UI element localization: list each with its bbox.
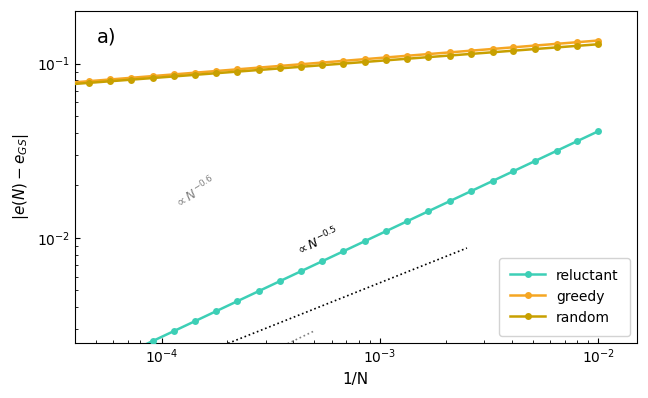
random	[64, 82, 72, 87]
reluctant	[43, 388, 51, 393]
random	[276, 66, 284, 71]
X-axis label: 1/N: 1/N	[343, 372, 369, 387]
random	[318, 63, 326, 68]
Text: $\propto N^{-0.5}$: $\propto N^{-0.5}$	[293, 224, 342, 260]
greedy	[255, 65, 262, 70]
greedy	[553, 41, 561, 46]
greedy	[86, 79, 93, 84]
random	[382, 58, 390, 63]
random	[531, 47, 539, 51]
greedy	[170, 72, 178, 77]
reluctant	[276, 279, 284, 283]
random	[340, 61, 347, 66]
random	[255, 68, 262, 72]
reluctant	[64, 378, 72, 383]
reluctant	[509, 169, 517, 174]
greedy	[276, 64, 284, 68]
greedy	[22, 84, 30, 89]
reluctant	[233, 299, 241, 304]
random	[1, 87, 8, 92]
greedy	[467, 48, 474, 53]
random	[86, 80, 93, 85]
reluctant	[595, 129, 603, 134]
reluctant	[553, 148, 561, 153]
Legend: reluctant, greedy, random: reluctant, greedy, random	[499, 258, 630, 336]
reluctant	[128, 349, 135, 353]
random	[595, 42, 603, 47]
reluctant	[149, 339, 157, 343]
reluctant	[170, 329, 178, 334]
reluctant	[467, 189, 474, 194]
greedy	[509, 45, 517, 50]
Text: a): a)	[97, 28, 117, 47]
reluctant	[446, 199, 454, 204]
reluctant	[340, 249, 347, 254]
greedy	[233, 67, 241, 72]
random	[128, 77, 135, 82]
random	[297, 64, 305, 69]
greedy	[531, 43, 539, 48]
greedy	[297, 62, 305, 66]
greedy	[595, 38, 603, 43]
greedy	[191, 70, 199, 75]
greedy	[340, 59, 347, 63]
greedy	[213, 68, 220, 73]
random	[553, 45, 561, 50]
random	[22, 85, 30, 90]
random	[509, 48, 517, 53]
greedy	[424, 52, 432, 57]
reluctant	[86, 369, 93, 373]
random	[106, 79, 114, 84]
random	[573, 43, 581, 48]
greedy	[64, 80, 72, 85]
greedy	[404, 53, 411, 58]
greedy	[361, 57, 369, 62]
reluctant	[404, 219, 411, 224]
random	[404, 57, 411, 61]
greedy	[382, 55, 390, 60]
reluctant	[361, 239, 369, 244]
reluctant	[489, 179, 496, 183]
Text: $\propto N^{-0.6}$: $\propto N^{-0.6}$	[170, 173, 219, 213]
greedy	[1, 86, 8, 90]
reluctant	[424, 209, 432, 214]
Line: random: random	[1, 41, 602, 93]
greedy	[489, 47, 496, 51]
greedy	[43, 82, 51, 87]
greedy	[573, 40, 581, 45]
random	[191, 72, 199, 77]
greedy	[106, 77, 114, 82]
random	[149, 76, 157, 80]
Line: reluctant: reluctant	[1, 128, 602, 398]
greedy	[149, 74, 157, 78]
random	[361, 60, 369, 64]
reluctant	[297, 269, 305, 273]
reluctant	[382, 229, 390, 234]
random	[213, 71, 220, 76]
Y-axis label: $|e(N) - e_{GS}|$: $|e(N) - e_{GS}|$	[11, 134, 31, 220]
random	[446, 53, 454, 58]
Line: greedy: greedy	[1, 37, 602, 92]
reluctant	[573, 139, 581, 144]
reluctant	[255, 289, 262, 294]
reluctant	[191, 319, 199, 324]
greedy	[446, 50, 454, 55]
random	[170, 74, 178, 79]
reluctant	[106, 359, 114, 363]
greedy	[318, 60, 326, 65]
random	[43, 84, 51, 88]
random	[233, 69, 241, 74]
reluctant	[531, 158, 539, 163]
greedy	[128, 75, 135, 80]
reluctant	[318, 259, 326, 263]
reluctant	[213, 309, 220, 314]
random	[489, 50, 496, 55]
random	[424, 55, 432, 60]
random	[467, 52, 474, 57]
